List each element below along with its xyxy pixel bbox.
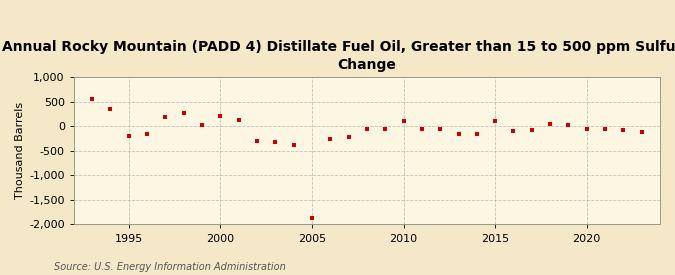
Point	[563, 123, 574, 127]
Title: Annual Rocky Mountain (PADD 4) Distillate Fuel Oil, Greater than 15 to 500 ppm S: Annual Rocky Mountain (PADD 4) Distillat…	[3, 40, 675, 72]
Point	[178, 111, 189, 115]
Point	[435, 126, 446, 131]
Point	[581, 126, 592, 131]
Point	[142, 131, 153, 136]
Point	[362, 127, 373, 131]
Point	[545, 122, 556, 126]
Point	[234, 118, 244, 122]
Point	[398, 119, 409, 123]
Point	[599, 126, 610, 131]
Text: Source: U.S. Energy Information Administration: Source: U.S. Energy Information Administ…	[54, 262, 286, 272]
Point	[453, 131, 464, 136]
Point	[380, 127, 391, 131]
Point	[252, 139, 263, 143]
Y-axis label: Thousand Barrels: Thousand Barrels	[15, 102, 25, 199]
Point	[196, 123, 207, 127]
Point	[416, 126, 427, 131]
Point	[471, 131, 482, 136]
Point	[105, 107, 116, 111]
Point	[637, 130, 647, 134]
Point	[288, 143, 299, 147]
Point	[618, 128, 629, 132]
Point	[526, 128, 537, 132]
Point	[343, 135, 354, 139]
Point	[215, 114, 225, 119]
Point	[270, 140, 281, 144]
Point	[508, 129, 519, 133]
Point	[160, 115, 171, 120]
Point	[306, 216, 317, 220]
Point	[325, 137, 335, 141]
Point	[87, 97, 98, 101]
Point	[124, 134, 134, 138]
Point	[490, 119, 501, 123]
